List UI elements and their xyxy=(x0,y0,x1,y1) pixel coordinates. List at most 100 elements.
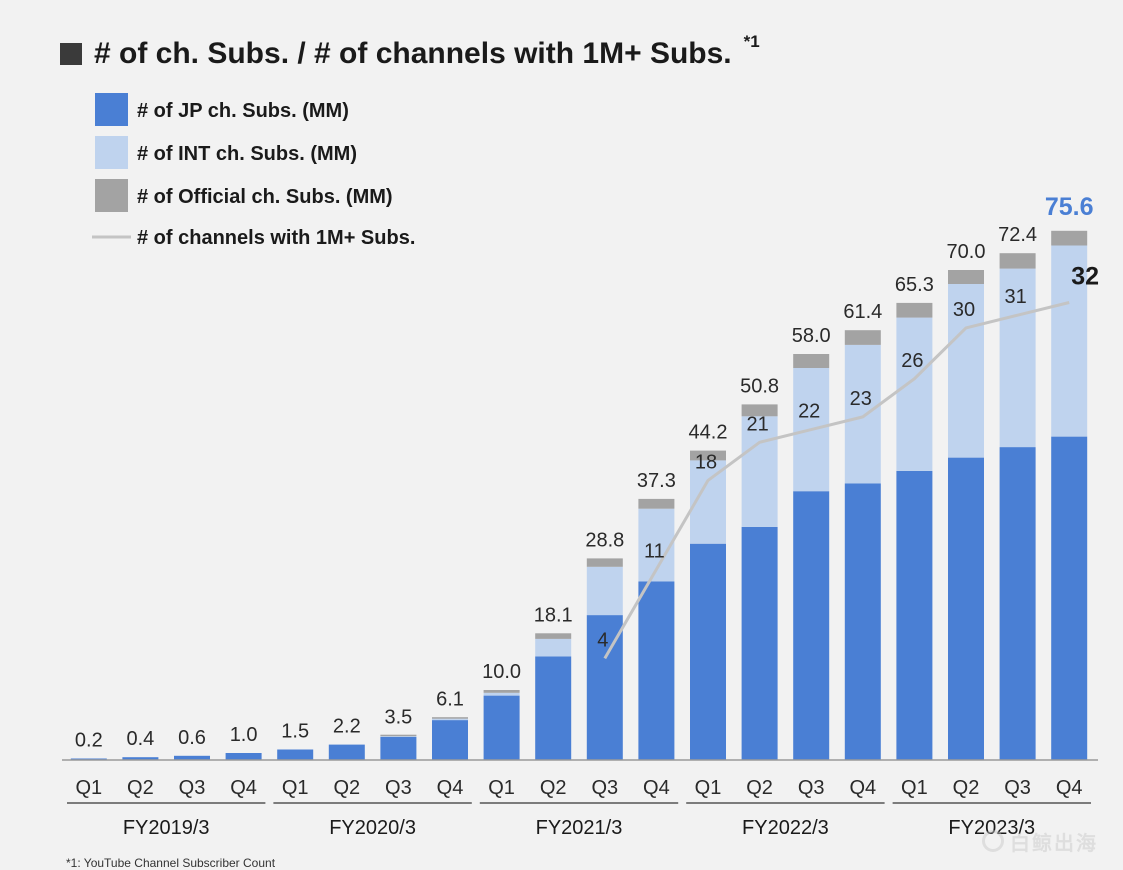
legend-label-jp: # of JP ch. Subs. (MM) xyxy=(137,100,349,122)
line-label-16: 26 xyxy=(901,350,923,372)
bar-intl-13 xyxy=(741,416,778,527)
data-label-total-12: 44.2 xyxy=(689,422,728,444)
bar-jp-12 xyxy=(690,543,726,760)
line-label-12: 18 xyxy=(695,451,717,473)
bar-intl-8 xyxy=(483,692,520,696)
data-label-total-8: 10.0 xyxy=(482,661,521,683)
bar-official-13 xyxy=(741,404,778,417)
bar-intl-15 xyxy=(844,344,881,484)
line-layer: 4 11 18 21 22 23 26 30 31 32 xyxy=(597,263,1099,660)
x-tick-label-17: Q2 xyxy=(953,777,980,799)
bar-jp-13 xyxy=(741,526,778,760)
bar-intl-7 xyxy=(432,718,468,721)
data-label-total-14: 58.0 xyxy=(792,325,831,347)
bar-official-17 xyxy=(948,270,984,284)
x-tick-label-5: Q2 xyxy=(333,777,360,799)
x-tick-label-15: Q4 xyxy=(849,777,876,799)
line-label-10: 4 xyxy=(597,629,608,651)
bar-official-15 xyxy=(844,330,881,345)
bar-intl-18 xyxy=(999,268,1036,448)
fy-label-4: FY2023/3 xyxy=(948,817,1035,839)
bar-jp-18 xyxy=(999,447,1036,760)
legend-label-official: # of Official ch. Subs. (MM) xyxy=(137,186,393,208)
x-tick-label-4: Q1 xyxy=(282,777,309,799)
bar-jp-15 xyxy=(844,483,881,760)
data-label-total-6: 3.5 xyxy=(384,707,412,729)
bar-official-18 xyxy=(999,253,1036,269)
bar-jp-1 xyxy=(122,757,159,760)
bar-jp-11 xyxy=(638,581,675,760)
line-series-1m-channels xyxy=(603,301,1070,660)
bar-intl-16 xyxy=(896,317,933,471)
bar-jp-3 xyxy=(225,753,262,760)
bar-jp-8 xyxy=(483,695,520,760)
bar-official-7 xyxy=(432,717,468,719)
x-tick-label-10: Q3 xyxy=(591,777,618,799)
data-label-total-13: 50.8 xyxy=(740,375,779,397)
bar-intl-19 xyxy=(1051,245,1088,437)
line-label-19: 32 xyxy=(1071,263,1099,291)
line-label-17: 30 xyxy=(953,299,975,321)
bar-jp-9 xyxy=(535,656,572,760)
bar-intl-17 xyxy=(948,284,984,458)
line-label-15: 23 xyxy=(850,388,872,410)
chart-title: # of ch. Subs. / # of channels with 1M+ … xyxy=(94,37,732,70)
bar-jp-5 xyxy=(328,744,365,760)
data-label-total-5: 2.2 xyxy=(333,716,361,738)
data-label-total-19: 75.6 xyxy=(1045,193,1094,221)
bar-official-12 xyxy=(690,450,726,461)
x-tick-label-3: Q4 xyxy=(230,777,257,799)
fy-label-2: FY2021/3 xyxy=(536,817,623,839)
x-axis: Q1 Q2 Q3 Q4 Q1 Q2 Q3 Q4 Q1 Q2 Q3 Q4 Q1 Q2 Q3 Q4 Q1 Q2 Q3 Q4… xyxy=(62,759,1098,839)
x-tick-label-18: Q3 xyxy=(1004,777,1031,799)
fy-label-3: FY2022/3 xyxy=(742,817,829,839)
bar-official-10 xyxy=(586,558,623,567)
x-tick-label-6: Q3 xyxy=(385,777,412,799)
x-tick-label-7: Q4 xyxy=(437,777,464,799)
data-label-total-16: 65.3 xyxy=(895,274,934,296)
data-label-total-4: 1.5 xyxy=(281,721,309,743)
data-label-total-10: 28.8 xyxy=(585,529,624,551)
data-label-total-18: 72.4 xyxy=(998,224,1037,246)
data-label-total-7: 6.1 xyxy=(436,688,464,710)
title-footnote-marker: *1 xyxy=(743,32,760,51)
bar-official-9 xyxy=(535,633,572,639)
x-tick-label-1: Q2 xyxy=(127,777,154,799)
bar-jp-19 xyxy=(1051,436,1088,760)
x-tick-label-19: Q4 xyxy=(1056,777,1083,799)
line-label-14: 22 xyxy=(798,401,820,423)
bar-jp-6 xyxy=(380,736,417,760)
x-tick-label-2: Q3 xyxy=(179,777,206,799)
data-label-total-11: 37.3 xyxy=(637,470,676,492)
x-tick-label-11: Q4 xyxy=(643,777,670,799)
watermark-logo-icon xyxy=(982,830,1004,852)
x-tick-label-0: Q1 xyxy=(75,777,102,799)
bar-intl-10 xyxy=(586,566,623,616)
chart-title-row: # of ch. Subs. / # of channels with 1M+ … xyxy=(60,32,760,74)
data-label-total-1: 0.4 xyxy=(126,728,154,750)
fy-label-1: FY2020/3 xyxy=(329,817,416,839)
bar-official-11 xyxy=(638,498,675,509)
bar-intl-9 xyxy=(535,638,572,657)
chart-legend: # of JP ch. Subs. (MM) # of INT ch. Subs.… xyxy=(92,93,415,249)
x-tick-label-14: Q3 xyxy=(798,777,825,799)
legend-label-intl: # of INT ch. Subs. (MM) xyxy=(137,143,357,165)
bar-official-8 xyxy=(483,690,520,693)
data-label-total-15: 61.4 xyxy=(843,301,882,323)
line-label-11: 11 xyxy=(644,540,665,562)
bar-jp-14 xyxy=(793,491,830,760)
bar-group: 0.2 0.4 0.6 1.0 1.5 2.2 3.5 6.1 10.0 18.1 28.8 37.3… xyxy=(70,193,1094,760)
x-tick-label-12: Q1 xyxy=(695,777,722,799)
line-label-13: 21 xyxy=(746,413,768,435)
data-label-total-17: 70.0 xyxy=(947,241,986,263)
watermark: 白鲸出海 xyxy=(982,826,1098,856)
fy-label-0: FY2019/3 xyxy=(123,817,210,839)
data-label-total-3: 1.0 xyxy=(230,724,258,746)
line-label-18: 31 xyxy=(1004,286,1026,308)
legend-label-line: # of channels with 1M+ Subs. xyxy=(137,227,415,249)
bar-official-6 xyxy=(380,734,417,737)
bar-jp-2 xyxy=(174,755,210,760)
bar-official-14 xyxy=(793,354,830,368)
legend-swatch-official xyxy=(95,179,128,212)
